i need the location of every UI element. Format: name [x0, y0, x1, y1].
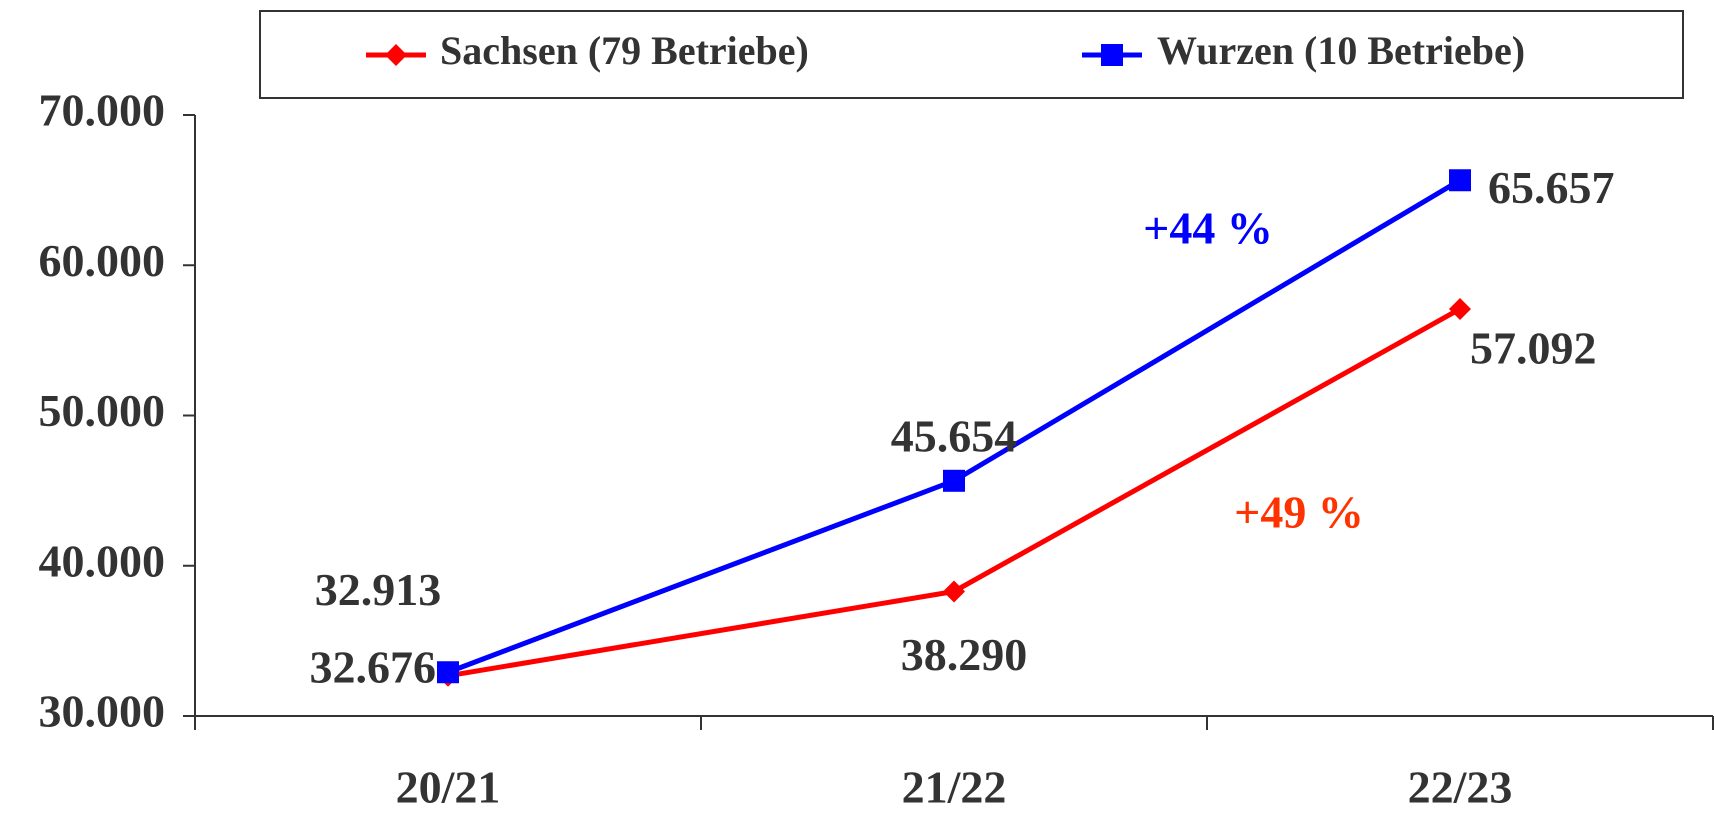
- y-tick-label: 40.000: [39, 535, 166, 586]
- marker: [1449, 297, 1471, 320]
- data-label: 32.676: [310, 641, 437, 692]
- data-label: 45.654: [891, 410, 1018, 461]
- data-label: 32.913: [315, 564, 442, 615]
- legend-label: Sachsen (79 Betriebe): [440, 28, 809, 73]
- data-label: 65.657: [1488, 162, 1615, 213]
- legend-marker: [385, 44, 407, 66]
- annotation: +49 %: [1234, 487, 1364, 538]
- legend-marker: [1101, 44, 1123, 66]
- data-label: 38.290: [901, 629, 1028, 680]
- x-tick-label: 20/21: [396, 762, 501, 813]
- annotation: +44 %: [1143, 203, 1273, 254]
- legend-label: Wurzen (10 Betriebe): [1157, 28, 1525, 73]
- y-tick-label: 60.000: [39, 235, 166, 286]
- y-tick-label: 50.000: [39, 385, 166, 436]
- y-tick-label: 30.000: [39, 686, 166, 737]
- legend-box: [259, 10, 1684, 99]
- data-label: 57.092: [1470, 323, 1597, 374]
- marker: [943, 580, 965, 603]
- marker: [437, 661, 459, 684]
- x-tick-label: 22/23: [1408, 762, 1513, 813]
- marker: [1449, 169, 1471, 192]
- marker: [943, 469, 965, 492]
- y-tick-label: 70.000: [39, 85, 166, 136]
- x-tick-label: 21/22: [902, 762, 1007, 813]
